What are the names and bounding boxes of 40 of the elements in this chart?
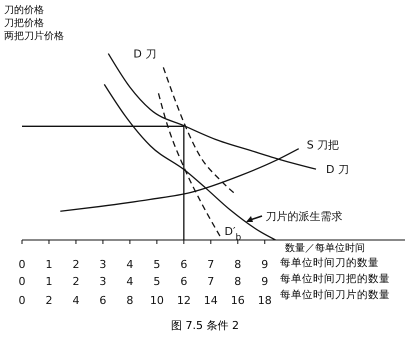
text: 8 <box>234 275 242 288</box>
text: 6 <box>180 275 188 288</box>
x2-tick-label: 10 <box>150 294 164 307</box>
legend-label: 刀片的派生需求 <box>266 210 343 223</box>
x2-tick-label: 2 <box>45 294 52 307</box>
x2-tick-label: 4 <box>72 294 80 307</box>
text: 每单位时间刀片的数量 <box>280 288 390 302</box>
text: 2 <box>72 275 80 288</box>
x2-tick-label: 8 <box>126 294 134 307</box>
x2-tick-label: 16 <box>230 294 245 307</box>
text: 7 <box>207 275 214 288</box>
x-tick-label: 6 <box>180 258 188 271</box>
x-tick-label: 5 <box>153 258 160 271</box>
text: 9 <box>261 275 268 288</box>
x-tick-label: 3 <box>99 258 106 271</box>
text: 1 <box>45 275 52 288</box>
x-tick-label: 7 <box>207 258 214 271</box>
y-axis-title: 刀的价格刀把价格两把刀片价格 <box>4 4 64 43</box>
x2-tick-label: 18 <box>258 294 272 307</box>
x-tick-label: 9 <box>261 258 268 271</box>
x-tick-label: 8 <box>234 258 242 271</box>
series-label: D 刀 <box>133 47 156 60</box>
x2-tick-label: 0 <box>18 294 26 307</box>
series-label: D 刀 <box>326 163 349 176</box>
text: 4 <box>126 275 134 288</box>
x2-tick-label: 6 <box>99 294 106 307</box>
x2-tick-label: 14 <box>204 294 218 307</box>
x-tick-label: 4 <box>126 258 134 271</box>
x-tick-label: 0 <box>18 258 26 271</box>
text: 每单位时间刀的数量 <box>280 256 379 270</box>
text: 3 <box>99 275 106 288</box>
series-label: S 刀把 <box>306 138 340 152</box>
text: 5 <box>153 275 160 288</box>
x-axis-title: 数量／每单位时间 <box>285 242 365 255</box>
text: 图 7.5 条件 2 <box>170 318 240 333</box>
text: 每单位时间刀把的数量 <box>280 272 390 286</box>
x-tick-label: 2 <box>72 258 80 271</box>
text: 0 <box>18 275 26 288</box>
x-tick-label: 1 <box>45 258 52 271</box>
x2-tick-label: 12 <box>176 294 191 307</box>
